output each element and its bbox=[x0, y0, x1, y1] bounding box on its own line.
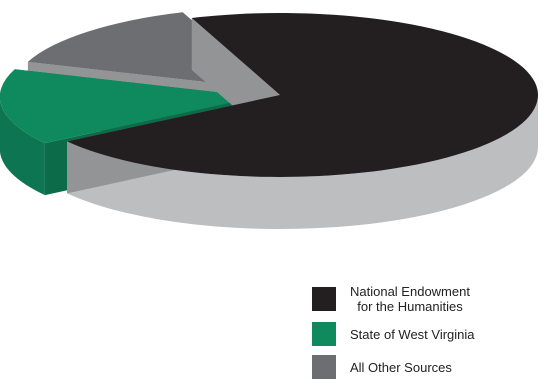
legend-label: All Other Sources bbox=[350, 359, 452, 375]
pie-slice bbox=[67, 13, 539, 229]
slice-top bbox=[0, 69, 258, 144]
slice-top bbox=[67, 13, 539, 177]
slice-wall bbox=[0, 99, 45, 196]
legend-item: State of West Virginia bbox=[312, 322, 552, 346]
slice-wall bbox=[67, 95, 538, 229]
legend-label: National Endowment for the Humanities bbox=[350, 284, 470, 314]
chart-legend: National Endowment for the Humanities St… bbox=[312, 284, 552, 388]
legend-item: National Endowment for the Humanities bbox=[312, 284, 552, 314]
legend-swatch bbox=[312, 322, 336, 346]
legend-label: State of West Virginia bbox=[350, 326, 475, 342]
legend-item: All Other Sources bbox=[312, 355, 552, 379]
legend-swatch bbox=[312, 287, 336, 311]
legend-swatch bbox=[312, 355, 336, 379]
